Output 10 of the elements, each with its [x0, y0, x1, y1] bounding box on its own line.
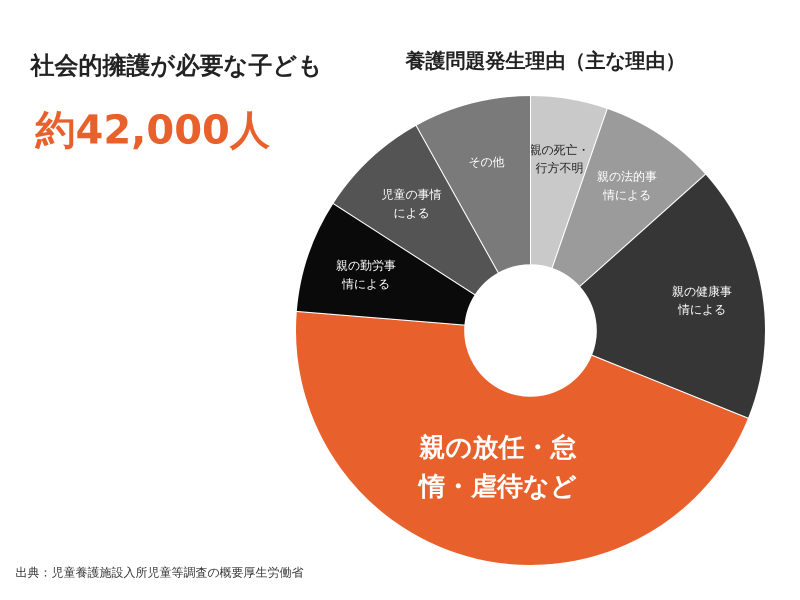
slice-label: 親の健康事情による — [672, 284, 732, 317]
slice-label: 親の法的事情による — [596, 170, 657, 202]
slice-label: 児童の事情による — [381, 188, 442, 220]
chart-title: 社会的擁護が必要な子ども — [30, 52, 322, 80]
chart-subtitle: 養護問題発生理由（主な理由） — [404, 48, 686, 72]
text: 約42,000人 — [34, 108, 271, 154]
slice-label: 親の勤労事情による — [336, 258, 396, 291]
slice-label: その他 — [468, 155, 505, 170]
slice-label: 親の放任・怠惰・虐待など — [417, 433, 578, 502]
source-note: 出典：児童養護施設入所児童等調査の概要厚生労働省 — [16, 566, 304, 580]
